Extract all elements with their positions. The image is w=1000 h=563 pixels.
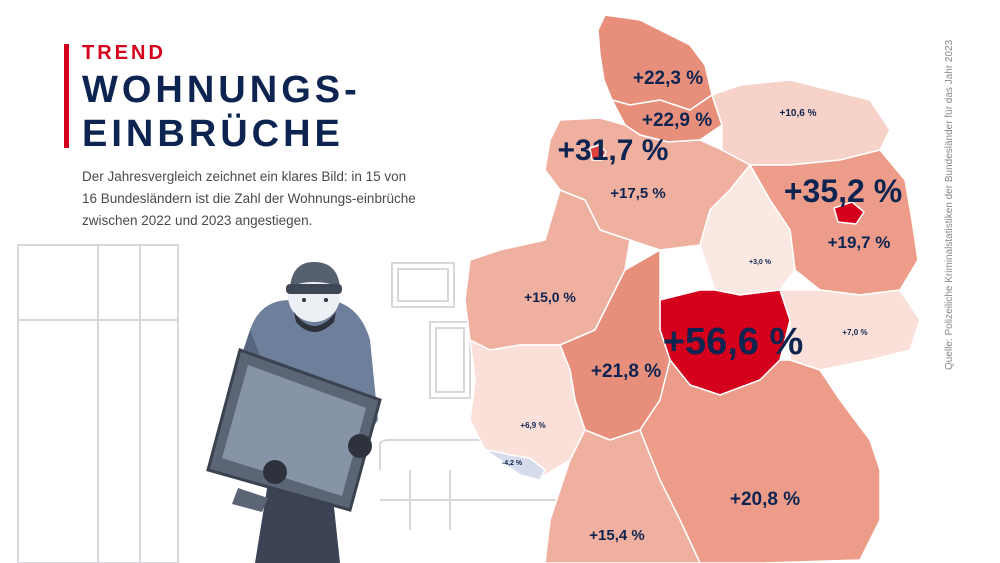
label-be: +35,2 % <box>784 173 902 209</box>
label-sn: +7,0 % <box>842 328 867 337</box>
label-sh: +22,3 % <box>633 68 703 89</box>
intro-text: Der Jahresvergleich zeichnet ein klares … <box>82 169 416 228</box>
value-labels: +22,3 % +22,9 % +10,6 % +31,7 % +17,5 % … <box>502 68 902 544</box>
kicker: TREND <box>82 42 166 64</box>
source-note: Quelle: Polizeiliche Kriminalstatistiken… <box>944 40 964 370</box>
state-sl[interactable] <box>484 449 546 481</box>
accent-bar <box>64 44 69 148</box>
label-bb: +19,7 % <box>828 233 891 252</box>
state-hb[interactable] <box>589 144 607 161</box>
state-st[interactable] <box>699 164 796 296</box>
state-sn[interactable] <box>779 289 921 371</box>
state-sh[interactable] <box>597 14 713 111</box>
label-rp: +6,9 % <box>520 421 545 430</box>
label-he: +21,8 % <box>591 361 661 382</box>
label-st: +3,0 % <box>749 259 772 266</box>
label-th: +56,6 % <box>663 321 804 363</box>
source-text: Quelle: Polizeiliche Kriminalstatistiken… <box>944 39 955 370</box>
label-bw: +15,4 % <box>589 527 644 544</box>
label-hh: +22,9 % <box>642 110 712 131</box>
label-hb: +31,7 % <box>558 134 669 167</box>
label-ni: +17,5 % <box>610 185 665 202</box>
state-mv[interactable] <box>711 79 891 166</box>
label-sl: -4,2 % <box>502 460 523 467</box>
page-title: WOHNUNGS- EINBRÜCHE <box>82 69 361 155</box>
state-be[interactable] <box>833 201 865 225</box>
germany-map <box>464 14 921 563</box>
burglar-illustration <box>206 262 382 563</box>
label-mv: +10,6 % <box>780 108 817 119</box>
label-by: +20,8 % <box>730 489 800 510</box>
state-bw[interactable] <box>544 429 701 563</box>
label-nw: +15,0 % <box>524 289 576 305</box>
